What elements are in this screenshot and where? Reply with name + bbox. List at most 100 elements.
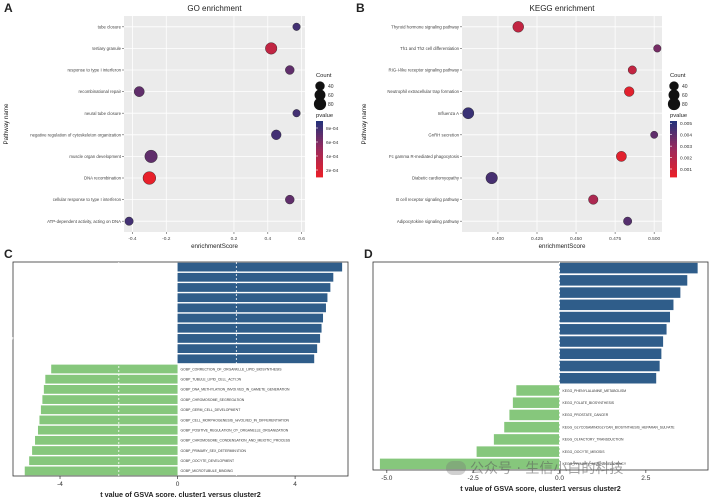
bar-label: GOBP_ER_LOCALIZED_RECEPTOR_BINDING bbox=[101, 276, 175, 280]
y-tick-label: neural tube closure bbox=[84, 111, 121, 116]
colorbar-label: 0.003 bbox=[680, 144, 692, 150]
colorbar-segment bbox=[316, 135, 323, 138]
colorbar-segment bbox=[670, 175, 677, 178]
bar-label: KEGG_ADIPOCYTOKINE_SIGNALING_PATHWAY bbox=[479, 377, 557, 381]
bar-down bbox=[476, 446, 560, 457]
data-point bbox=[285, 65, 295, 75]
x-tick-label: 0.400 bbox=[492, 236, 504, 242]
bar-down bbox=[51, 364, 178, 374]
x-tick-label: 0.0 bbox=[555, 475, 564, 482]
colorbar-segment bbox=[670, 153, 677, 156]
colorbar-segment bbox=[316, 161, 323, 164]
bar-label: KEGG_PRIMARY_IMMUNODEFICIENCY bbox=[562, 462, 626, 466]
bar-label: KEGG_FOLATE_BIOSYNTHESIS bbox=[562, 401, 614, 405]
panel-letter-c: C bbox=[4, 247, 13, 261]
bar-label: KEGG_OLFACTORY_TRANSDUCTION bbox=[562, 438, 623, 442]
bar-label: GOBP_POSITIVE_REGULATION_OF_ORGANELLE_OR… bbox=[181, 428, 289, 432]
bar-label: KEGG_GLYCOSAMINOGLYCAN_BIOSYNTHESIS_HEPA… bbox=[562, 425, 675, 429]
bar-up bbox=[177, 303, 326, 313]
y-tick-label: ATP-dependent activity, acting on DNA bbox=[47, 219, 121, 224]
colorbar-segment bbox=[316, 167, 323, 170]
bar-label: GOBP_MICROTUBULE_BINDING bbox=[181, 469, 234, 473]
bar-label: KEGG_PROSTATE_CANCER bbox=[562, 413, 608, 417]
colorbar-segment bbox=[316, 165, 323, 168]
size-legend-dot bbox=[667, 97, 681, 111]
x-tick-label: 0.6 bbox=[298, 236, 305, 242]
colorbar-segment bbox=[316, 121, 323, 124]
size-legend-title: Count bbox=[670, 73, 686, 79]
bar-label: GOBP_CORRECTION_OF_ORGANELLE_LIPID_BIOSY… bbox=[181, 367, 283, 371]
y-tick-label: tertiary granule bbox=[92, 46, 121, 51]
colorbar-segment bbox=[670, 121, 677, 124]
x-axis-label: t value of GSVA score, cluster1 versus c… bbox=[460, 484, 621, 493]
bar-label: GOBP_CALCIUM_DEPENDENT_PROTEIN_SERINE_TH… bbox=[5, 337, 175, 341]
x-tick-label: -0.2 bbox=[162, 236, 171, 242]
y-tick-label: DNA recombination bbox=[84, 176, 122, 181]
colorbar-segment bbox=[670, 151, 677, 154]
bar-label: KEGG_TIGHT_JUNCTION bbox=[516, 328, 557, 332]
bar-label: GOBP_DEFENSE_RESPONSE_TO_VIRUS_DEPENDENT… bbox=[64, 306, 175, 310]
colorbar-segment bbox=[670, 173, 677, 176]
bar-up bbox=[559, 324, 667, 335]
size-legend-label: 80 bbox=[682, 102, 688, 108]
colorbar-segment bbox=[670, 157, 677, 160]
bar-up bbox=[177, 354, 315, 364]
bar-up bbox=[177, 313, 324, 323]
data-point bbox=[271, 129, 282, 140]
bar-up bbox=[559, 262, 698, 274]
bar-label: KEGG_CHRONIC_MYELOID_LEUKEMIA bbox=[493, 352, 557, 356]
bar-label: GOBP_POSITIVE_REGULATION_OF_METABOLIC_PR… bbox=[77, 357, 175, 361]
bar-label: GOBP_PRIMARY_SEX_DETERMINATION bbox=[181, 449, 247, 453]
y-tick-label: GnRH secretion bbox=[428, 132, 459, 137]
colorbar-segment bbox=[316, 131, 323, 134]
x-axis-label: t value of GSVA score, cluster1 versus c… bbox=[100, 490, 261, 497]
bar-down bbox=[509, 409, 560, 421]
colorbar-segment bbox=[670, 165, 677, 168]
y-tick-label: Influenza A bbox=[438, 111, 459, 116]
colorbar-segment bbox=[316, 155, 323, 158]
color-legend-title: pvalue bbox=[670, 113, 687, 119]
y-tick-label: B cell receptor signaling pathway bbox=[396, 197, 460, 202]
x-tick-label: 0.425 bbox=[531, 236, 543, 242]
bar-down bbox=[40, 405, 178, 415]
colorbar-segment bbox=[670, 159, 677, 162]
data-point bbox=[485, 171, 498, 184]
bar-label: KEGG_PYRIMIDINE_METABOLISM bbox=[501, 279, 557, 283]
data-point bbox=[265, 42, 278, 55]
bar-up bbox=[177, 293, 328, 303]
bar-label: GOBP_NEGATIVE_REGULATION_OF_CYCLIN_DEPEN… bbox=[30, 316, 175, 320]
data-point bbox=[144, 149, 158, 163]
colorbar-segment bbox=[670, 145, 677, 148]
size-legend-dot bbox=[315, 81, 325, 91]
colorbar-segment bbox=[670, 167, 677, 170]
data-point bbox=[133, 86, 145, 97]
y-tick-label: negative regulation of cytoskeleton orga… bbox=[30, 132, 121, 137]
bar-up bbox=[559, 372, 657, 384]
bar-label: KEGG_FC_GAMMA_R_MEDIATED_PHAGOCYTOSIS bbox=[473, 266, 557, 270]
y-tick-label: recombinational repair bbox=[78, 89, 121, 94]
bar-label: GOBP_POSITIVE_REGULATION_OF_MEMBRANE_POT… bbox=[75, 327, 175, 331]
colorbar-label: 8e-04 bbox=[326, 126, 339, 132]
bar-down bbox=[45, 374, 178, 384]
colorbar-segment bbox=[670, 163, 677, 166]
x-tick-label: 0.475 bbox=[609, 236, 621, 242]
colorbar-label: 0.001 bbox=[680, 167, 692, 173]
y-tick-label: Adipocytokine signaling pathway bbox=[397, 219, 460, 224]
bar-label: GOBP_POSITIVE_REGULATION_OF_B_CELL_RECEP… bbox=[44, 296, 176, 300]
bar-up bbox=[177, 323, 322, 333]
bar-up bbox=[559, 348, 662, 360]
size-legend-label: 40 bbox=[682, 84, 688, 90]
data-point bbox=[285, 194, 295, 205]
y-tick-label: Th1 and Th2 cell differentiation bbox=[400, 46, 459, 51]
colorbar-segment bbox=[316, 133, 323, 136]
colorbar-label: 6e-04 bbox=[326, 140, 339, 146]
colorbar-segment bbox=[670, 143, 677, 146]
colorbar-segment bbox=[316, 171, 323, 174]
bar-down bbox=[35, 435, 178, 445]
bar-label: GOBP_GERM_CELL_DEVELOPMENT bbox=[181, 408, 241, 412]
color-legend-title: pvalue bbox=[316, 113, 333, 119]
colorbar-segment bbox=[316, 147, 323, 150]
colorbar-segment bbox=[670, 139, 677, 142]
x-axis-label: enrichmentScore bbox=[539, 243, 586, 250]
